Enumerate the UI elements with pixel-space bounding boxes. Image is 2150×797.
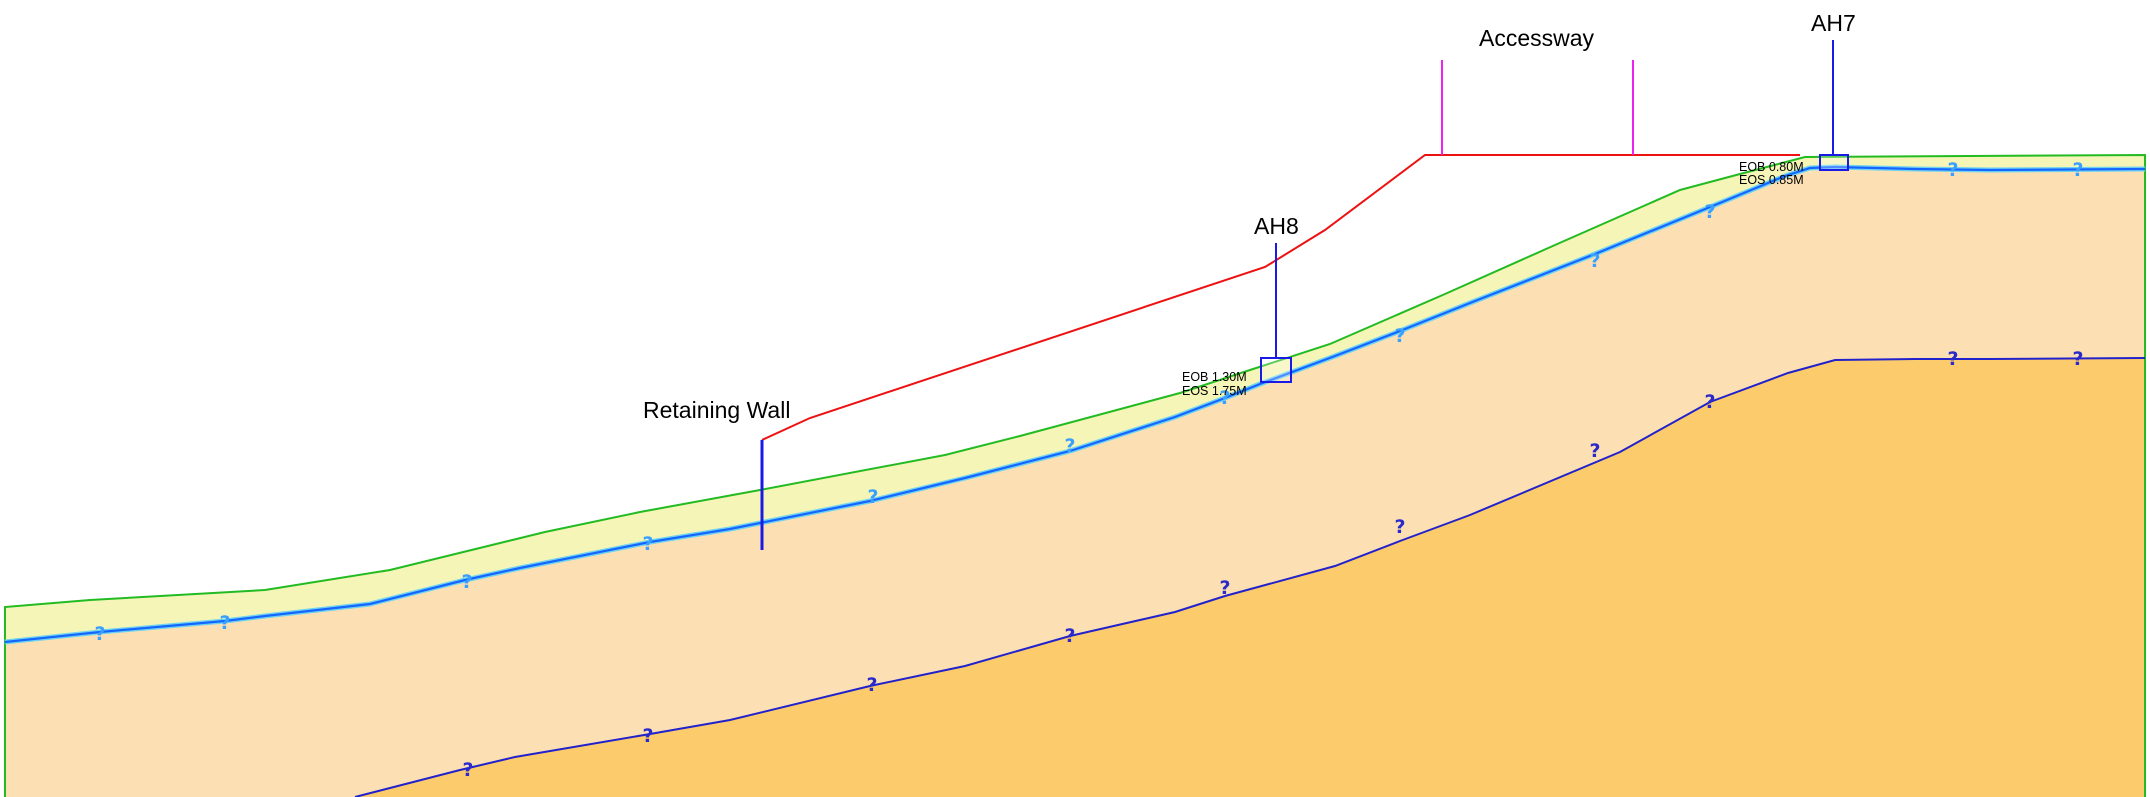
borehole-ah8-box xyxy=(1260,357,1292,383)
ah8-label: AH8 xyxy=(1254,213,1299,239)
question-mark-icon: ? xyxy=(1394,325,1405,347)
topsoil-base-markers: ? ? ? ? ? ? ? ? ? ? ? ? xyxy=(94,159,2083,645)
question-mark-icon: ? xyxy=(2072,159,2083,181)
question-mark-icon: ? xyxy=(1947,159,1958,181)
clay-layer xyxy=(5,167,2145,797)
ah7-eob-label: EOB 0.80M xyxy=(1739,160,1804,174)
deep-boundary-line xyxy=(354,357,2146,797)
question-mark-icon: ? xyxy=(1589,250,1600,272)
question-mark-icon: ? xyxy=(1704,201,1715,223)
ah8-eob-label: EOB 1.30M xyxy=(1182,370,1247,384)
ground-surface-line xyxy=(4,153,2146,797)
question-mark-icon: ? xyxy=(461,571,472,593)
deep-soil-layer xyxy=(355,358,2145,797)
borehole-ah7-box xyxy=(1819,154,1849,171)
ah8-eos-label: EOS 1.75M xyxy=(1182,384,1247,398)
deep-boundary-markers: ? ? ? ? ? ? ? ? ? ? xyxy=(462,348,2083,781)
question-mark-icon: ? xyxy=(1219,577,1230,599)
question-mark-icon: ? xyxy=(1219,387,1230,409)
retaining-wall-label: Retaining Wall xyxy=(643,397,790,423)
question-mark-icon: ? xyxy=(867,486,878,508)
question-mark-icon: ? xyxy=(462,759,473,781)
question-mark-icon: ? xyxy=(642,533,653,555)
question-mark-icon: ? xyxy=(1947,348,1958,370)
ah7-label: AH7 xyxy=(1811,10,1856,36)
question-mark-icon: ? xyxy=(1064,435,1075,457)
question-mark-icon: ? xyxy=(219,612,230,634)
question-mark-icon: ? xyxy=(866,674,877,696)
question-mark-icon: ? xyxy=(1704,391,1715,413)
ah7-eos-label: EOS 0.85M xyxy=(1739,173,1804,187)
topsoil-base-line xyxy=(4,165,2146,644)
accessway-label: Accessway xyxy=(1479,25,1595,51)
question-mark-icon: ? xyxy=(2072,348,2083,370)
question-mark-icon: ? xyxy=(1064,625,1075,647)
question-mark-icon: ? xyxy=(1394,516,1405,538)
question-mark-icon: ? xyxy=(642,725,653,747)
question-mark-icon: ? xyxy=(94,623,105,645)
question-mark-icon: ? xyxy=(1589,440,1600,462)
proposed-profile-line xyxy=(761,154,1800,441)
